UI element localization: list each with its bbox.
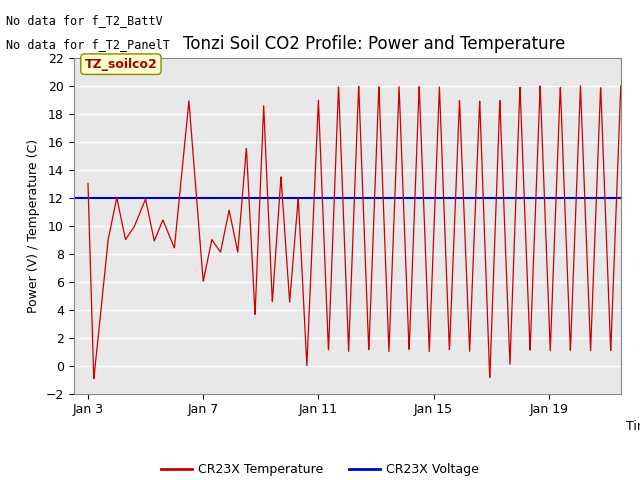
- Title: Tonzi Soil CO2 Profile: Power and Temperature: Tonzi Soil CO2 Profile: Power and Temper…: [184, 35, 566, 53]
- Legend: CR23X Temperature, CR23X Voltage: CR23X Temperature, CR23X Voltage: [156, 458, 484, 480]
- Text: Time: Time: [627, 420, 640, 433]
- Text: TZ_soilco2: TZ_soilco2: [84, 58, 157, 71]
- Y-axis label: Power (V) / Temperature (C): Power (V) / Temperature (C): [27, 139, 40, 312]
- Text: No data for f_T2_BattV: No data for f_T2_BattV: [6, 14, 163, 27]
- Text: No data for f_T2_PanelT: No data for f_T2_PanelT: [6, 38, 170, 51]
